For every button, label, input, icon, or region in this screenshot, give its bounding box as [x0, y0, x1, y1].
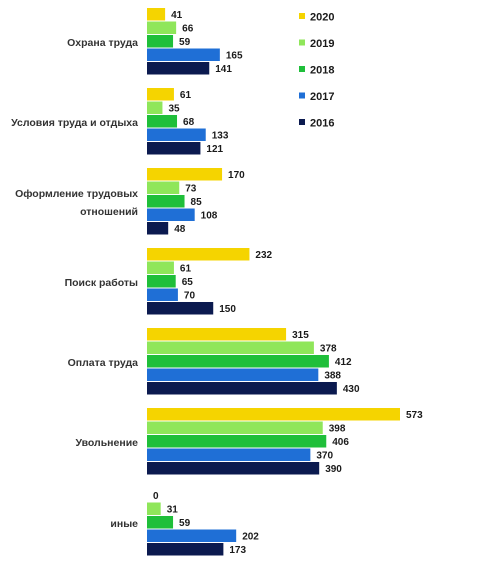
data-label: 48 [174, 224, 186, 235]
data-label: 35 [168, 103, 180, 114]
bar [147, 341, 314, 354]
category-label: отношений [80, 206, 138, 218]
bar [147, 21, 177, 34]
bar [147, 382, 337, 395]
data-label: 61 [180, 263, 192, 274]
data-label: 108 [201, 210, 218, 221]
legend-swatch [299, 66, 305, 72]
data-label: 315 [292, 330, 309, 341]
data-label: 68 [183, 117, 195, 128]
bar [147, 408, 400, 421]
bar [147, 101, 163, 114]
bar [147, 328, 287, 341]
data-label: 66 [182, 23, 194, 34]
bar [147, 8, 166, 21]
bar [147, 261, 174, 274]
legend-label: 2017 [310, 91, 334, 103]
data-label: 59 [179, 37, 191, 48]
bar [147, 35, 174, 48]
bar [147, 288, 178, 301]
data-label: 430 [343, 384, 360, 395]
legend-label: 2019 [310, 38, 334, 50]
data-label: 388 [324, 370, 341, 381]
bar [147, 448, 311, 461]
data-label: 412 [335, 357, 352, 368]
data-label: 141 [215, 64, 232, 75]
data-label: 59 [179, 518, 191, 529]
data-label: 121 [206, 144, 223, 155]
bar [147, 275, 176, 288]
category-label: Условия труда и отдыха [11, 117, 138, 129]
data-label: 133 [212, 130, 229, 141]
bar [147, 248, 250, 261]
bar [147, 181, 180, 194]
data-label: 0 [153, 491, 159, 502]
data-label: 370 [316, 450, 333, 461]
data-label: 70 [184, 290, 196, 301]
bar [147, 368, 319, 381]
category-label: Оформление трудовых [15, 188, 138, 200]
data-label: 378 [320, 343, 337, 354]
bar [147, 208, 195, 221]
bar [147, 421, 323, 434]
bar [147, 48, 220, 61]
category-label: Охрана труда [67, 37, 138, 49]
data-label: 173 [229, 545, 246, 556]
category-label: Увольнение [75, 437, 138, 449]
data-label: 65 [182, 277, 194, 288]
bar [147, 302, 214, 315]
data-label: 165 [226, 50, 243, 61]
legend-swatch [299, 39, 305, 46]
bar [147, 128, 206, 141]
bar [147, 435, 327, 448]
data-label: 170 [228, 170, 245, 181]
bar [147, 516, 174, 529]
bar [147, 502, 161, 515]
data-label: 406 [332, 437, 349, 448]
bar [147, 222, 169, 235]
bar [147, 355, 329, 368]
legend-label: 2020 [310, 12, 334, 24]
category-label: Поиск работы [65, 277, 138, 289]
data-label: 398 [329, 423, 346, 434]
bar [147, 462, 320, 475]
data-label: 85 [191, 197, 203, 208]
legend-label: 2016 [310, 118, 334, 130]
data-label: 202 [242, 531, 259, 542]
data-label: 390 [325, 464, 342, 475]
legend-swatch [299, 119, 305, 125]
bar [147, 115, 178, 128]
legend-swatch [299, 92, 305, 99]
bar [147, 62, 210, 75]
bar [147, 88, 174, 101]
data-label: 61 [180, 90, 192, 101]
bar [147, 168, 223, 181]
bar [147, 142, 201, 155]
data-label: 73 [185, 183, 197, 194]
bar [147, 543, 224, 556]
legend-swatch [299, 13, 305, 19]
bar [147, 529, 237, 542]
category-label: Оплата труда [68, 357, 139, 369]
data-label: 31 [167, 504, 179, 515]
bar [147, 195, 185, 208]
legend-label: 2018 [310, 65, 334, 77]
data-label: 41 [171, 10, 183, 21]
category-label: иные [110, 518, 138, 530]
data-label: 232 [255, 250, 272, 261]
data-label: 150 [219, 304, 236, 315]
data-label: 573 [406, 410, 423, 421]
